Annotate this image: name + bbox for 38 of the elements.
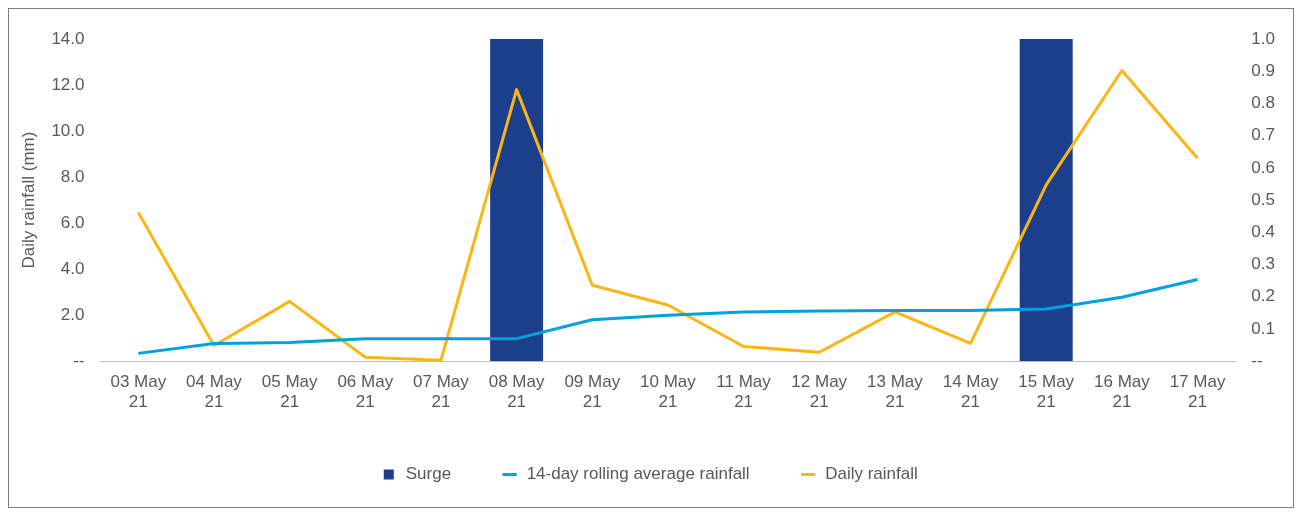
x-tick-label: 03 May 21 xyxy=(110,372,167,412)
x-tick-label: 17 May 21 xyxy=(1169,372,1226,412)
y-axis-title: Daily rainfall (mm) xyxy=(18,131,38,269)
x-tick-label: 05 May 21 xyxy=(261,372,319,412)
y-tick-label: 8.0 xyxy=(60,166,85,186)
y2-tick-label: 0.1 xyxy=(1251,318,1276,338)
x-tick-label: 10 May 21 xyxy=(640,372,697,412)
y-tick-label: 12.0 xyxy=(51,74,85,94)
y-tick-label: 10.0 xyxy=(51,120,85,140)
y2-tick-label: 0.8 xyxy=(1251,93,1276,113)
y2-tick-label: 0.3 xyxy=(1251,254,1276,274)
x-tick-label: 15 May 21 xyxy=(1018,372,1075,412)
x-tick-label: 06 May 21 xyxy=(337,372,394,412)
legend-label: 14-day rolling average rainfall xyxy=(526,464,750,484)
x-tick-label: 09 May 21 xyxy=(564,372,621,412)
x-tick-label: 12 May 21 xyxy=(791,372,848,412)
x-tick-label: 07 May 21 xyxy=(413,372,470,412)
y2-tick-label: 1.0 xyxy=(1251,28,1276,48)
x-tick-label: 11 May 21 xyxy=(716,372,772,412)
y-tick-label: 6.0 xyxy=(60,212,85,232)
y2-tick-label: 0.9 xyxy=(1251,60,1276,80)
y2-tick-label: 0.2 xyxy=(1251,286,1276,306)
x-tick-label: 14 May 21 xyxy=(942,372,999,412)
y-tick-label: 4.0 xyxy=(60,258,85,278)
y2-tick-label: -- xyxy=(1251,350,1263,370)
y-tick-label: 14.0 xyxy=(51,28,85,48)
y2-tick-label: 0.4 xyxy=(1251,222,1276,242)
x-tick-label: 04 May 21 xyxy=(186,372,243,412)
y-tick-label: -- xyxy=(73,350,85,370)
x-tick-label: 13 May 21 xyxy=(867,372,924,412)
y2-tick-label: 0.7 xyxy=(1251,125,1276,145)
y2-tick-label: 0.6 xyxy=(1251,157,1276,177)
legend-label: Daily rainfall xyxy=(825,464,918,484)
y-tick-label: 2.0 xyxy=(60,304,85,324)
legend-label: Surge xyxy=(405,464,452,484)
y2-tick-label: 0.5 xyxy=(1251,189,1276,209)
x-tick-label: 16 May 21 xyxy=(1094,372,1151,412)
x-tick-label: 08 May 21 xyxy=(488,372,545,412)
